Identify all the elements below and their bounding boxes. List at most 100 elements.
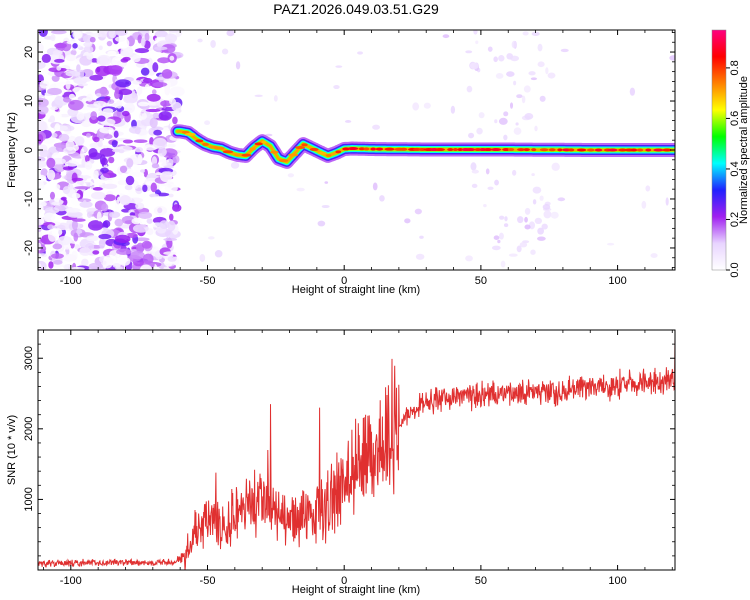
y-tick-label: -10 <box>23 191 35 207</box>
faint-blob <box>629 87 636 96</box>
noise-blob <box>66 40 76 45</box>
noise-blob <box>133 164 141 173</box>
faint-blob <box>471 183 478 189</box>
noise-blob <box>120 50 129 57</box>
noise-blob <box>59 68 67 72</box>
noise-blob <box>163 266 170 270</box>
noise-blob <box>42 40 55 47</box>
snr-y-ticks: 1000 2000 3000 <box>23 329 675 571</box>
noise-blob <box>122 56 131 62</box>
noise-blob <box>122 110 130 117</box>
noise-blob <box>52 49 63 56</box>
y-tick-label: 10 <box>23 95 35 107</box>
signal-hotspot <box>434 148 445 152</box>
faint-blob <box>287 173 295 178</box>
signal-hotspot <box>576 148 587 152</box>
noise-blob <box>96 54 112 66</box>
faint-blob <box>199 253 206 262</box>
noise-blob <box>114 36 126 42</box>
noise-blob <box>163 237 178 241</box>
noise-blob <box>132 54 141 63</box>
noise-blob <box>154 46 168 51</box>
noise-blob <box>79 247 92 256</box>
noise-blob <box>137 34 142 44</box>
faint-blob <box>487 186 494 190</box>
noise-blob <box>125 175 135 186</box>
noise-blob <box>51 132 58 138</box>
faint-blob <box>414 208 422 215</box>
noise-blob <box>70 49 77 56</box>
noise-blob <box>168 213 174 221</box>
noise-blob <box>138 112 147 121</box>
noise-blob <box>38 225 42 233</box>
faint-blob <box>534 217 543 225</box>
noise-blob <box>157 57 171 64</box>
faint-blob <box>498 55 505 62</box>
faint-blob <box>513 80 517 86</box>
noise-blob <box>52 259 63 265</box>
x-tick-label: -50 <box>200 575 216 587</box>
noise-blob <box>142 77 153 84</box>
y-tick-label: 0 <box>23 147 35 153</box>
noise-blob <box>38 174 47 183</box>
faint-blob <box>494 119 498 124</box>
faint-blob <box>557 197 566 202</box>
noise-blob <box>164 85 171 96</box>
noise-blob <box>102 183 118 190</box>
spectrogram-heat-layer <box>38 30 675 270</box>
signal-hotspot <box>539 148 549 152</box>
faint-blob <box>264 133 273 137</box>
noise-blob <box>43 212 56 223</box>
signal-hotspot <box>465 148 476 152</box>
noise-blob <box>81 258 89 267</box>
faint-blob <box>503 111 509 117</box>
noise-blob <box>47 87 62 96</box>
noise-blob <box>88 262 103 270</box>
faint-blob <box>321 204 330 209</box>
signal-hotspot <box>452 148 459 152</box>
signal-hotspot <box>294 146 306 150</box>
faint-blob <box>495 72 504 79</box>
snr-y-label: SNR (10 * v/v) <box>6 415 18 485</box>
noise-blob <box>86 53 94 60</box>
noise-blob <box>54 42 67 49</box>
noise-blob <box>107 50 117 57</box>
y-tick-label: 1000 <box>23 487 35 511</box>
noise-blob <box>155 77 166 81</box>
faint-blob <box>230 161 240 169</box>
faint-blob <box>412 102 420 111</box>
faint-blob <box>423 102 431 109</box>
noise-blob <box>64 207 81 213</box>
noise-blob <box>82 175 90 179</box>
signal-hotspot <box>301 143 308 147</box>
signal-hotspot <box>254 142 264 146</box>
noise-blob <box>51 201 61 206</box>
noise-blob <box>58 133 70 142</box>
faint-blob <box>335 65 343 68</box>
noise-blob <box>153 205 168 216</box>
signal-hotspot <box>483 148 493 152</box>
noise-blob <box>65 54 77 62</box>
faint-blob <box>357 51 363 55</box>
noise-blob <box>163 165 175 169</box>
noise-blob <box>54 204 69 212</box>
noise-blob <box>38 253 48 258</box>
noise-blob <box>51 228 63 237</box>
faint-blob <box>221 48 229 55</box>
noise-blob <box>113 130 119 138</box>
noise-blob <box>157 147 167 157</box>
noise-blob <box>38 160 48 168</box>
faint-blob <box>506 71 515 77</box>
noise-blob <box>140 37 146 47</box>
y-tick-label: -20 <box>23 240 35 256</box>
noise-blob <box>142 184 148 193</box>
noise-blob <box>89 36 96 43</box>
noise-blob <box>96 66 101 73</box>
noise-blob <box>159 159 170 163</box>
signal-hotspot <box>618 148 627 152</box>
noise-blob <box>41 53 51 63</box>
faint-blob <box>204 120 211 126</box>
noise-blob <box>123 102 136 114</box>
faint-blob <box>473 30 478 35</box>
